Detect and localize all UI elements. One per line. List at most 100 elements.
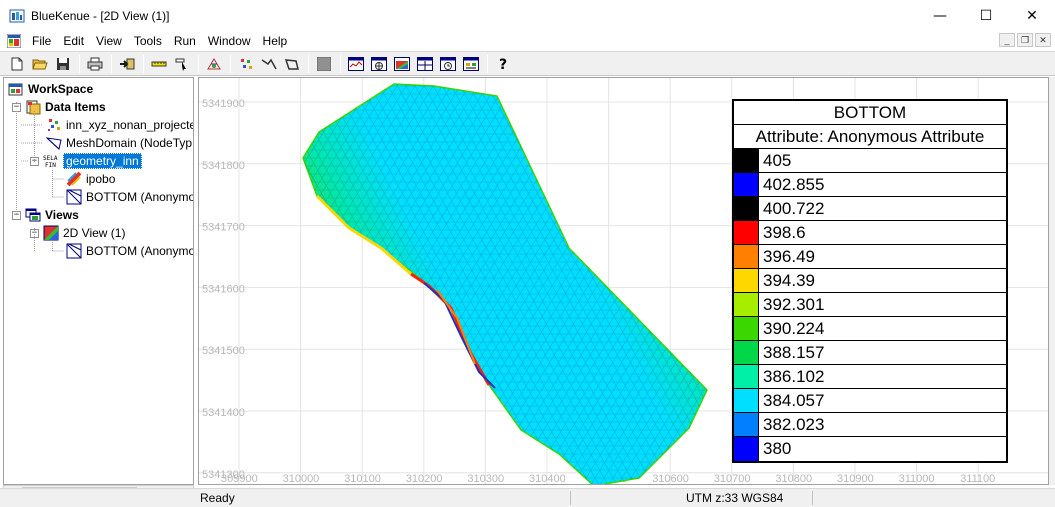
x-tick-label: 311100 [960, 473, 995, 485]
mdi-close-button[interactable]: ✕ [1035, 33, 1051, 47]
y-tick-label: 5341800 [202, 160, 245, 172]
2d-view-button[interactable] [391, 54, 412, 74]
menu-run[interactable]: Run [173, 34, 196, 48]
tree-node-views[interactable]: − Views [12, 206, 79, 224]
tree-node-geometry-inn[interactable]: − SELA FIN geometry_inn [30, 152, 142, 170]
profile-view-button[interactable] [345, 54, 366, 74]
grid-view-icon [462, 56, 479, 71]
menu-edit[interactable]: Edit [63, 34, 85, 48]
workspace-label: WorkSpace [28, 82, 94, 96]
tree-node-2d-view[interactable]: − 2D View (1) [30, 224, 125, 242]
point-set-button[interactable] [235, 54, 256, 74]
map-view-2d[interactable]: 5341900 5341800 5341700 5341600 5341500 53414… [198, 77, 1049, 485]
mesh-variable-icon [66, 243, 82, 259]
menu-window[interactable]: Window [207, 34, 251, 48]
2d-color-view-icon [393, 56, 410, 71]
tree-node-mesh-domain[interactable]: MeshDomain (NodeTyp [45, 134, 192, 152]
profile-view-icon [347, 56, 364, 71]
tree-label: 2D View (1) [63, 226, 126, 240]
line-set-button[interactable] [258, 54, 279, 74]
help-button[interactable]: ? [492, 54, 513, 74]
help-question-icon: ? [499, 57, 507, 72]
close-window-button[interactable]: ✕ [1026, 7, 1038, 24]
workspace-icon [8, 81, 24, 97]
x-tick-label: 310400 [529, 473, 566, 485]
toolbar-separator [198, 54, 199, 73]
map-vertical-scrollbar[interactable] [1049, 77, 1055, 485]
toolbar-separator [340, 54, 341, 73]
edit-mesh-button[interactable] [203, 54, 224, 74]
table-view-button[interactable] [414, 54, 435, 74]
legend-color-swatch [734, 365, 759, 388]
legend-entry: 396.49 [734, 245, 1006, 269]
x-tick-label: 310100 [344, 473, 381, 485]
collapse-toggle[interactable]: − [30, 155, 39, 166]
legend-value: 402.855 [763, 175, 825, 194]
gray-square-icon [316, 56, 331, 71]
clock-view-icon [439, 56, 456, 71]
view-system-menu-icon[interactable] [6, 33, 22, 49]
views-folder-icon [25, 207, 41, 223]
svg-text:?: ? [499, 57, 507, 72]
import-button[interactable] [116, 54, 137, 74]
maximize-window-button[interactable]: ☐ [979, 7, 993, 24]
new-file-button[interactable] [6, 54, 27, 74]
query-button[interactable] [171, 54, 192, 74]
bluekenue-app-icon [9, 8, 25, 24]
legend-title: BOTTOM [734, 101, 1006, 125]
boundary-gradient-icon [66, 171, 82, 187]
mdi-restore-button[interactable]: ❐ [1017, 33, 1033, 47]
print-button[interactable] [84, 54, 105, 74]
minimize-window-button[interactable]: — [933, 7, 947, 24]
status-divider [812, 491, 813, 505]
window-title: BlueKenue - [2D View (1)] [31, 8, 170, 23]
x-tick-label: 310300 [467, 473, 504, 485]
menu-file[interactable]: File [32, 34, 52, 48]
bank-edge-yellow [315, 194, 412, 276]
legend-color-swatch [734, 173, 759, 196]
y-tick-label: 5341700 [202, 222, 245, 234]
legend-entry: 392.301 [734, 293, 1006, 317]
tree-node-bottom[interactable]: BOTTOM (Anonymo [66, 188, 194, 206]
open-file-button[interactable] [29, 54, 50, 74]
point-set-icon [46, 117, 62, 133]
save-button[interactable] [52, 54, 73, 74]
legend-subtitle: Attribute: Anonymous Attribute [734, 125, 1006, 149]
legend-entry: 380 [734, 437, 1006, 461]
menu-tools[interactable]: Tools [133, 34, 162, 48]
tree-node-ipobo[interactable]: ipobo [66, 170, 115, 188]
color-button[interactable] [313, 54, 334, 74]
legend-value: 405 [763, 151, 792, 170]
tree-node-xyz-points[interactable]: inn_xyz_nonan_projecte [46, 116, 193, 134]
y-tick-label: 5341600 [202, 283, 245, 295]
tree-label: BOTTOM (Anonymo [86, 190, 194, 204]
collapse-toggle[interactable]: − [12, 101, 21, 112]
bank-edge-orange [436, 289, 476, 365]
closed-line-button[interactable] [281, 54, 302, 74]
legend-color-swatch [734, 269, 759, 292]
legend-entry: 398.6 [734, 221, 1006, 245]
menu-help[interactable]: Help [262, 34, 288, 48]
x-tick-label: 310700 [714, 473, 751, 485]
2d-view-icon [43, 225, 59, 241]
menu-bar: File Edit View Tools Run Window Help _ ❐… [0, 31, 1055, 51]
tree-node-data-items[interactable]: − Data Items [12, 98, 106, 116]
tree-label: ipobo [86, 172, 116, 186]
legend-value: 398.6 [763, 223, 806, 242]
status-divider [570, 491, 571, 505]
toolbar-separator [308, 54, 309, 73]
menu-view[interactable]: View [96, 34, 122, 48]
collapse-toggle[interactable]: − [30, 227, 39, 238]
status-bar: Ready UTM z:33 WGS84 [0, 488, 1055, 507]
collapse-toggle[interactable]: − [12, 209, 21, 220]
measure-button[interactable] [148, 54, 169, 74]
mdi-minimize-button[interactable]: _ [999, 33, 1015, 47]
tree-node-workspace[interactable]: WorkSpace [8, 80, 93, 98]
tree-node-view-bottom[interactable]: BOTTOM (Anonymo [66, 242, 193, 260]
time-series-view-button[interactable] [437, 54, 458, 74]
legend-color-swatch [734, 221, 759, 244]
grid-view-button[interactable] [460, 54, 481, 74]
3d-view-button[interactable] [368, 54, 389, 74]
views-label: Views [45, 208, 79, 222]
legend-color-swatch [734, 413, 759, 436]
